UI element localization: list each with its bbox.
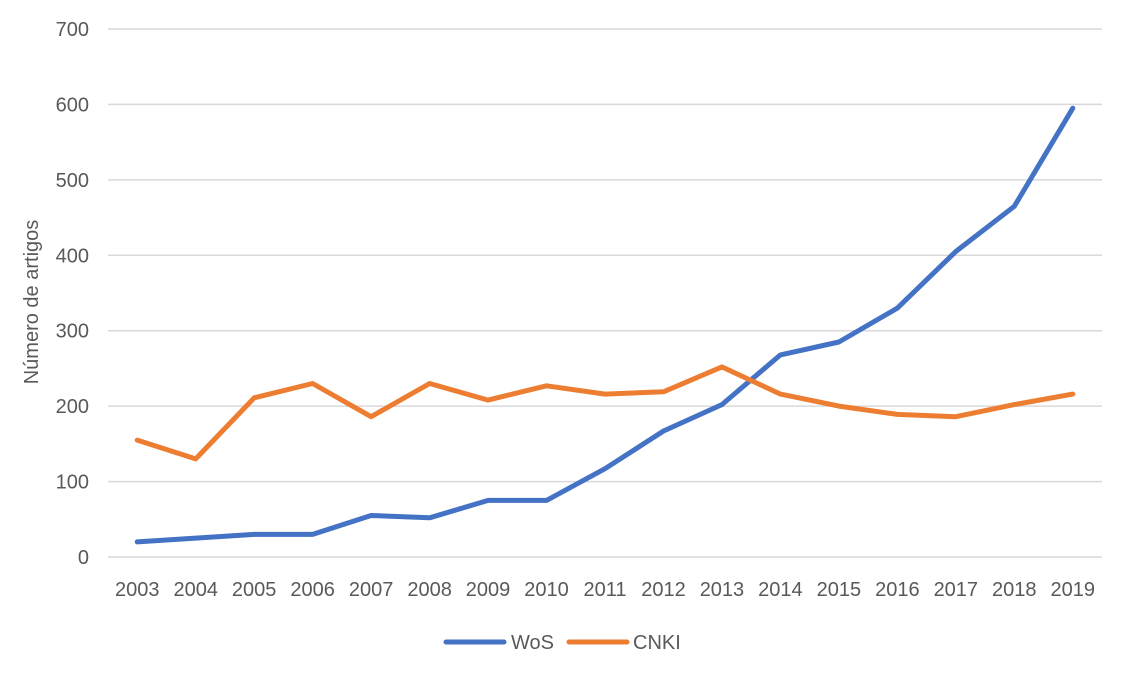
x-tick-label: 2004 xyxy=(173,579,218,601)
x-tick-label: 2007 xyxy=(349,579,394,601)
y-tick-label: 400 xyxy=(56,245,89,267)
x-tick-label: 2012 xyxy=(641,579,686,601)
x-tick-label: 2009 xyxy=(466,579,511,601)
series-line-cnki xyxy=(134,364,1076,462)
x-tick-label: 2014 xyxy=(758,579,803,601)
series-wos xyxy=(134,105,1076,545)
y-tick-label: 100 xyxy=(56,472,89,494)
x-tick-label: 2003 xyxy=(115,579,160,601)
y-tick-label: 600 xyxy=(56,94,89,116)
y-tick-label: 0 xyxy=(78,547,89,569)
y-axis-title: Número de artigos xyxy=(21,220,43,385)
series-lines xyxy=(134,105,1076,545)
x-tick-label: 2016 xyxy=(875,579,920,601)
x-tick-label: 2015 xyxy=(817,579,862,601)
x-tick-label: 2010 xyxy=(524,579,569,601)
legend-label: WoS xyxy=(511,632,554,654)
x-tick-label: 2006 xyxy=(290,579,335,601)
y-tick-label: 500 xyxy=(56,170,89,192)
x-tick-label: 2017 xyxy=(934,579,979,601)
y-tick-label: 200 xyxy=(56,396,89,418)
gridlines xyxy=(108,28,1102,558)
series-line-wos xyxy=(134,105,1076,545)
legend-item-wos: WoS xyxy=(443,632,554,654)
x-tick-label: 2019 xyxy=(1051,579,1096,601)
x-tick-label: 2013 xyxy=(700,579,745,601)
legend-label: CNKI xyxy=(633,632,681,654)
x-tick-label: 2005 xyxy=(232,579,277,601)
legend: WoS CNKI xyxy=(443,632,681,654)
x-axis-ticks: 2003 2004 2005 2006 2007 2008 2009 2010 2011 2012… xyxy=(115,579,1095,601)
y-axis-ticks: 0 100 200 300 400 500 600 700 xyxy=(56,19,89,569)
x-tick-label: 2018 xyxy=(992,579,1037,601)
legend-item-cnki: CNKI xyxy=(566,632,681,654)
y-tick-label: 700 xyxy=(56,19,89,41)
x-tick-label: 2011 xyxy=(583,579,626,601)
x-tick-label: 2008 xyxy=(407,579,452,601)
series-cnki xyxy=(134,364,1076,462)
y-tick-label: 300 xyxy=(56,321,89,343)
